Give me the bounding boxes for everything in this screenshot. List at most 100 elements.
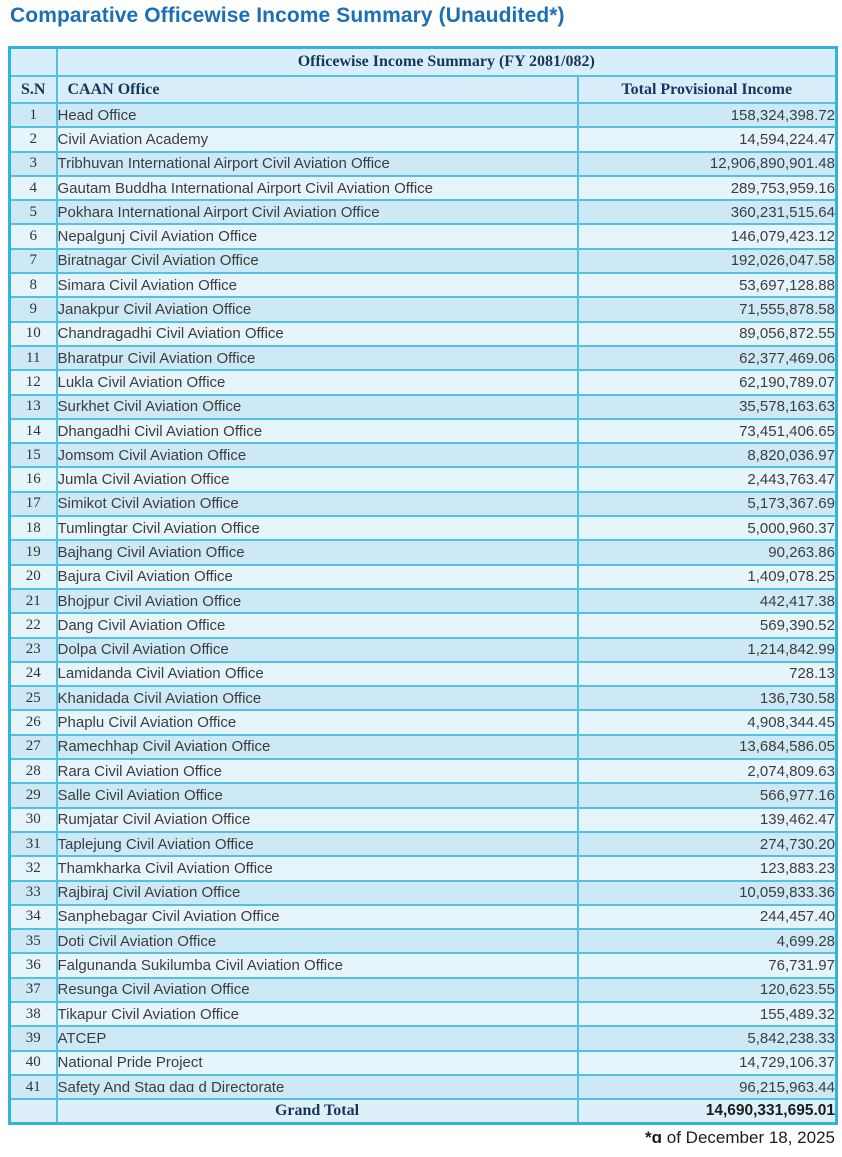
income-cell: 14,594,224.47: [576, 126, 838, 153]
office-cell: Rajbiraj Civil Aviation Office: [55, 879, 579, 906]
column-header-sn: S.N: [8, 75, 58, 104]
office-cell: Gautam Buddha International Airport Civi…: [55, 174, 579, 202]
income-cell: 289,753,959.16: [576, 174, 838, 202]
sn-cell: 40: [8, 1049, 58, 1076]
grand-total-value: 14,690,331,695.01: [576, 1098, 838, 1125]
office-cell: Jumla Civil Aviation Office: [55, 466, 579, 493]
income-cell: 155,489.32: [576, 1000, 838, 1028]
table-row: 11 Bharatpur Civil Aviation Office 62,37…: [8, 344, 838, 372]
sn-cell: 8: [8, 272, 58, 299]
income-cell: 158,324,398.72: [576, 101, 838, 129]
table-row: 6 Nepalgunj Civil Aviation Office 146,07…: [8, 223, 838, 250]
sn-cell: 37: [8, 976, 58, 1003]
sn-cell: 22: [8, 612, 58, 639]
income-cell: 13,684,586.05: [576, 733, 838, 761]
sn-cell: 4: [8, 174, 58, 202]
table-row: 10 Chandragadhi Civil Aviation Office 89…: [8, 320, 838, 347]
sn-cell: 11: [8, 344, 58, 372]
office-cell: Lukla Civil Aviation Office: [55, 369, 579, 396]
income-cell: 4,908,344.45: [576, 709, 838, 736]
sn-cell: 1: [8, 101, 58, 129]
sn-cell: 39: [8, 1025, 58, 1052]
income-cell: 569,390.52: [576, 612, 838, 639]
sn-cell: 3: [8, 150, 58, 177]
income-cell: 8,820,036.97: [576, 442, 838, 469]
office-cell: Surkhet Civil Aviation Office: [55, 393, 579, 420]
table-row: 4 Gautam Buddha International Airport Ci…: [8, 174, 838, 202]
sn-cell: 18: [8, 515, 58, 542]
table-row: 14 Dhangadhi Civil Aviation Office 73,45…: [8, 417, 838, 445]
sn-cell: 7: [8, 247, 58, 275]
table-row: 32 Thamkharka Civil Aviation Office 123,…: [8, 855, 838, 882]
table-row: 17 Simikot Civil Aviation Office 5,173,3…: [8, 490, 838, 518]
footnote-text: of December 18, 2025: [666, 1128, 835, 1147]
sn-cell: 41: [8, 1073, 58, 1101]
table-row: 9 Janakpur Civil Aviation Office 71,555,…: [8, 296, 838, 323]
office-cell: ATCEP: [55, 1025, 579, 1052]
sn-cell: 29: [8, 782, 58, 809]
income-cell: 1,409,078.25: [576, 563, 838, 590]
sn-cell: 10: [8, 320, 58, 347]
table-row: 28 Rara Civil Aviation Office 2,074,809.…: [8, 758, 838, 785]
office-cell: Tumlingtar Civil Aviation Office: [55, 515, 579, 542]
office-cell: Rara Civil Aviation Office: [55, 758, 579, 785]
column-header-income: Total Provisional Income: [576, 75, 838, 104]
office-cell: Head Office: [55, 101, 579, 129]
income-cell: 71,555,878.58: [576, 296, 838, 323]
income-cell: 89,056,872.55: [576, 320, 838, 347]
office-cell: Dolpa Civil Aviation Office: [55, 636, 579, 663]
office-cell: National Pride Project: [55, 1049, 579, 1076]
table-header-row: S.N CAAN Office Total Provisional Income: [8, 75, 838, 104]
income-cell: 728.13: [576, 660, 838, 688]
sn-cell: 14: [8, 417, 58, 445]
income-cell: 62,377,469.06: [576, 344, 838, 372]
table-row: 30 Rumjatar Civil Aviation Office 139,46…: [8, 806, 838, 833]
table-row: 12 Lukla Civil Aviation Office 62,190,78…: [8, 369, 838, 396]
sn-cell: 17: [8, 490, 58, 518]
table-title-row: Officewise Income Summary (FY 2081/082): [8, 46, 838, 77]
income-cell: 274,730.20: [576, 830, 838, 858]
table-title: Officewise Income Summary (FY 2081/082): [55, 46, 838, 77]
sn-cell: 23: [8, 636, 58, 663]
income-cell: 192,026,047.58: [576, 247, 838, 275]
sn-cell: 9: [8, 296, 58, 323]
sn-cell: 32: [8, 855, 58, 882]
grand-total-label: Grand Total: [55, 1098, 579, 1125]
office-cell: Taplejung Civil Aviation Office: [55, 830, 579, 858]
income-cell: 244,457.40: [576, 903, 838, 931]
income-cell: 136,730.58: [576, 685, 838, 712]
office-cell: Safety And Staɑ daɑ d Directorate: [55, 1073, 579, 1101]
income-cell: 1,214,842.99: [576, 636, 838, 663]
grand-total-row: Grand Total 14,690,331,695.01: [8, 1098, 838, 1125]
table-row: 5 Pokhara International Airport Civil Av…: [8, 199, 838, 226]
table-row: 33 Rajbiraj Civil Aviation Office 10,059…: [8, 879, 838, 906]
sn-cell: 15: [8, 442, 58, 469]
office-cell: Bhojpur Civil Aviation Office: [55, 587, 579, 615]
sn-cell: 6: [8, 223, 58, 250]
income-cell: 62,190,789.07: [576, 369, 838, 396]
income-cell: 5,842,238.33: [576, 1025, 838, 1052]
sn-cell: 35: [8, 928, 58, 955]
income-cell: 35,578,163.63: [576, 393, 838, 420]
income-cell: 566,977.16: [576, 782, 838, 809]
income-cell: 2,443,763.47: [576, 466, 838, 493]
sn-cell: 16: [8, 466, 58, 493]
office-cell: Pokhara International Airport Civil Avia…: [55, 199, 579, 226]
sn-cell: 26: [8, 709, 58, 736]
office-cell: Nepalgunj Civil Aviation Office: [55, 223, 579, 250]
income-cell: 360,231,515.64: [576, 199, 838, 226]
sn-cell: 33: [8, 879, 58, 906]
income-cell: 139,462.47: [576, 806, 838, 833]
income-cell: 10,059,833.36: [576, 879, 838, 906]
income-cell: 96,215,963.44: [576, 1073, 838, 1101]
table-row: 29 Salle Civil Aviation Office 566,977.1…: [8, 782, 838, 809]
sn-cell: 19: [8, 539, 58, 566]
office-cell: Chandragadhi Civil Aviation Office: [55, 320, 579, 347]
office-cell: Rumjatar Civil Aviation Office: [55, 806, 579, 833]
sn-cell: 36: [8, 952, 58, 979]
income-cell: 5,000,960.37: [576, 515, 838, 542]
office-cell: Civil Aviation Academy: [55, 126, 579, 153]
office-cell: Tikapur Civil Aviation Office: [55, 1000, 579, 1028]
sn-cell: 12: [8, 369, 58, 396]
office-cell: Janakpur Civil Aviation Office: [55, 296, 579, 323]
